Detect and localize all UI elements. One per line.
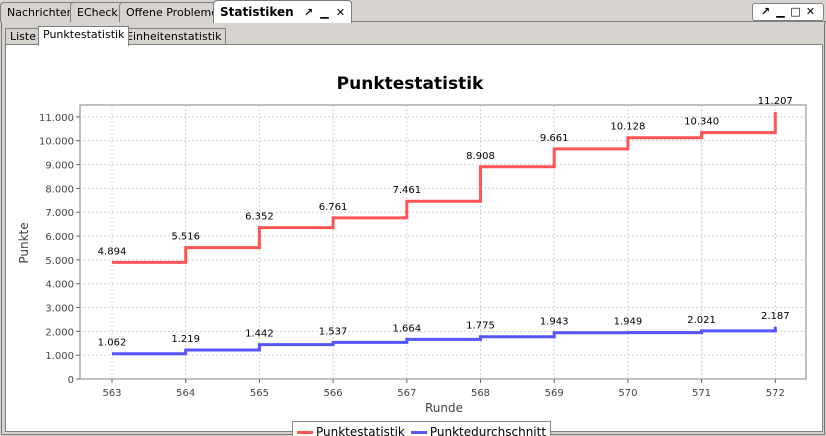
subtab-einheitenstatistik[interactable]: Einheitenstatistik: [121, 28, 227, 45]
y-tick-label: 4.000: [45, 280, 74, 291]
data-label: 2.187: [761, 311, 790, 322]
tab-statistiken-label: Statistiken: [220, 5, 294, 19]
x-tick-label: 571: [692, 388, 711, 399]
subtab-einheitenstatistik-label: Einheitenstatistik: [126, 30, 222, 43]
tab-offene-probleme[interactable]: Offene Probleme: [119, 2, 225, 22]
y-tick-label: 5.000: [45, 256, 74, 267]
chart-title: Punktestatistik: [337, 74, 484, 94]
close-window-icon[interactable]: ✕: [805, 5, 816, 18]
y-tick-label: 6.000: [45, 232, 74, 243]
subtab-punktestatistik-label: Punktestatistik: [43, 28, 125, 41]
close-icon[interactable]: ✕: [335, 6, 346, 19]
data-label: 1.664: [392, 323, 421, 334]
window-controls: ↗ ▁ □ ✕: [752, 3, 824, 21]
legend-swatch: [410, 431, 427, 434]
tab-echeck[interactable]: ECheck: [70, 2, 125, 22]
data-label: 1.949: [614, 317, 643, 328]
tab-echeck-label: ECheck: [77, 6, 118, 19]
legend-label: Punktestatistik: [316, 425, 405, 436]
x-tick-label: 572: [766, 388, 785, 399]
data-label: 1.943: [540, 317, 569, 328]
statistics-panel: Liste Punktestatistik Einheitenstatistik…: [1, 22, 825, 436]
data-label: 6.352: [245, 212, 274, 223]
data-label: 8.908: [466, 151, 495, 162]
data-label: 1.442: [245, 329, 274, 340]
data-label: 1.775: [466, 321, 495, 332]
data-label: 4.894: [98, 246, 127, 257]
data-label: 11.207: [758, 96, 793, 107]
data-label: 5.516: [171, 232, 200, 243]
data-label: 9.661: [540, 133, 569, 144]
maximize-window-icon[interactable]: □: [790, 5, 801, 18]
y-tick-label: 7.000: [45, 208, 74, 219]
data-label: 1.219: [171, 334, 200, 345]
x-tick-label: 564: [176, 388, 195, 399]
data-label: 2.021: [687, 315, 716, 326]
minimize-window-icon[interactable]: ▁: [776, 5, 785, 18]
x-tick-label: 565: [250, 388, 269, 399]
x-tick-label: 570: [618, 388, 637, 399]
view-tab-strip: Nachrichten ECheck Offene Probleme Stati…: [0, 0, 826, 23]
tab-statistiken[interactable]: Statistiken ↗ ▁ ✕: [213, 0, 353, 23]
x-tick-label: 568: [471, 388, 490, 399]
detach-window-icon[interactable]: ↗: [760, 5, 771, 18]
y-tick-label: 3.000: [45, 304, 74, 315]
series-line-punktestatistik: [112, 111, 777, 264]
y-tick-label: 9.000: [45, 161, 74, 172]
y-tick-label: 10.000: [39, 137, 74, 148]
y-tick-label: 11.000: [39, 113, 74, 124]
legend-item: Punktedurchschnitt: [410, 425, 547, 436]
series-line-punktedurchschnitt: [112, 326, 777, 356]
data-label: 10.340: [684, 117, 719, 128]
minimize-icon[interactable]: ▁: [320, 6, 329, 19]
y-tick-label: 2.000: [45, 327, 74, 338]
data-label: 10.128: [610, 122, 645, 133]
points-chart: Punktestatistik Punkte Runde 0 1.000 2.000…: [17, 74, 807, 415]
subtab-liste[interactable]: Liste: [5, 28, 41, 45]
legend-swatch: [297, 431, 313, 434]
tab-nachrichten-label: Nachrichten: [7, 6, 74, 19]
data-label: 1.062: [98, 338, 127, 349]
chart-legend: Punktestatistik Punktedurchschnitt: [292, 421, 552, 436]
y-axis-label: Punkte: [17, 222, 31, 263]
x-tick-label: 563: [102, 388, 121, 399]
subtab-punktestatistik[interactable]: Punktestatistik: [38, 26, 130, 46]
legend-item: Punktestatistik: [297, 425, 405, 436]
x-tick-label: 566: [324, 388, 343, 399]
y-tick-label: 0: [68, 375, 74, 386]
tab-nachrichten[interactable]: Nachrichten: [0, 2, 81, 22]
data-label: 7.461: [392, 185, 421, 196]
legend-label: Punktedurchschnitt: [429, 425, 547, 436]
y-tick-label: 8.000: [45, 184, 74, 195]
x-tick-label: 567: [397, 388, 416, 399]
x-tick-label: 569: [545, 388, 564, 399]
x-axis-label: Runde: [425, 401, 463, 415]
data-label: 1.537: [319, 326, 348, 337]
tab-offene-probleme-label: Offene Probleme: [126, 6, 218, 19]
chart-panel: Punktestatistik Punkte Runde 0 1.000 2.000…: [5, 44, 823, 436]
detach-icon[interactable]: ↗: [303, 6, 314, 19]
data-label: 6.761: [319, 202, 348, 213]
subtab-liste-label: Liste: [10, 30, 36, 43]
y-tick-label: 1.000: [45, 351, 74, 362]
